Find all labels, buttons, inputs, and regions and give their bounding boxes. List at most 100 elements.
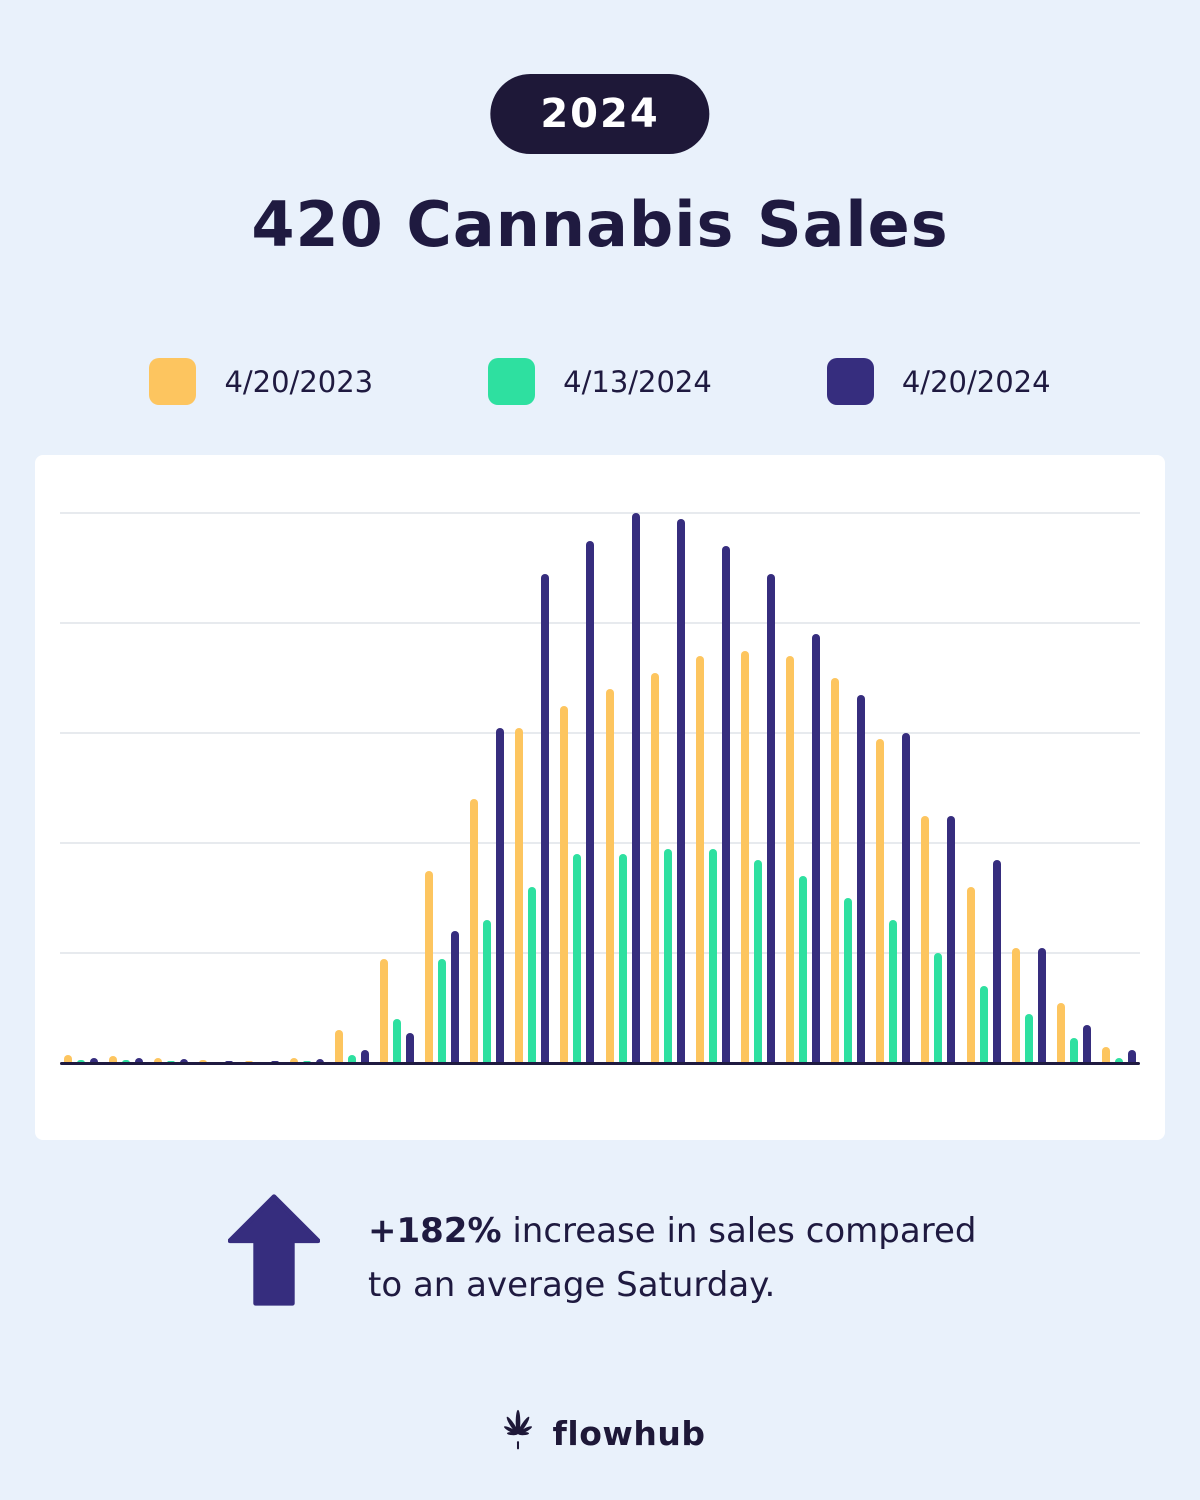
bar-group <box>1101 1046 1136 1063</box>
bar-4/13/2024 <box>392 1019 401 1063</box>
bar-group <box>289 1058 324 1063</box>
callout-rest: increase in sales compared to an average… <box>368 1211 977 1306</box>
brand-footer: flowhub <box>0 1408 1200 1458</box>
cannabis-leaf-icon <box>495 1408 541 1458</box>
chart-bars <box>60 513 1140 1063</box>
bar-group <box>1056 1002 1091 1063</box>
bar-group <box>876 733 911 1063</box>
bar-4/13/2024 <box>347 1054 356 1063</box>
bar-group <box>470 727 505 1063</box>
bar-4/20/2023 <box>289 1058 298 1063</box>
bar-4/20/2024 <box>225 1060 234 1063</box>
chart-plot <box>60 512 1140 1065</box>
bar-4/20/2024 <box>1037 947 1046 1063</box>
bar-4/13/2024 <box>1069 1038 1078 1063</box>
gridline <box>60 842 1140 844</box>
bar-4/20/2023 <box>921 815 930 1063</box>
bar-4/20/2023 <box>786 656 794 1063</box>
bar-group <box>560 540 595 1063</box>
bar-4/13/2024 <box>438 958 446 1063</box>
year-badge: 2024 <box>490 74 710 154</box>
bar-4/20/2024 <box>90 1057 98 1063</box>
bar-4/20/2024 <box>315 1059 324 1063</box>
brand-name: flowhub <box>552 1413 706 1453</box>
bar-4/20/2023 <box>650 672 659 1063</box>
bar-4/20/2024 <box>135 1058 144 1063</box>
bar-4/20/2023 <box>379 958 388 1063</box>
page-title: 420 Cannabis Sales <box>251 188 949 261</box>
chart-legend: 4/20/2023 4/13/2024 4/20/2024 <box>0 358 1200 405</box>
bar-4/20/2023 <box>966 887 975 1063</box>
bar-4/20/2024 <box>812 634 820 1063</box>
bar-group <box>695 546 730 1063</box>
bar-4/20/2023 <box>515 727 524 1063</box>
bar-4/13/2024 <box>77 1060 85 1063</box>
bar-4/20/2023 <box>154 1058 163 1063</box>
bar-4/13/2024 <box>573 854 582 1063</box>
chart-card <box>35 455 1165 1140</box>
bar-group <box>605 513 640 1063</box>
bar-4/20/2023 <box>425 870 433 1063</box>
legend-label: 4/20/2023 <box>224 364 374 399</box>
bar-4/20/2024 <box>766 573 775 1063</box>
bar-4/20/2023 <box>605 689 614 1063</box>
bar-4/20/2023 <box>1056 1002 1065 1063</box>
callout-stat: +182% <box>368 1211 502 1251</box>
bar-group <box>1011 947 1046 1063</box>
bar-4/20/2023 <box>560 705 569 1063</box>
bar-4/13/2024 <box>844 898 853 1063</box>
bar-4/13/2024 <box>302 1060 311 1063</box>
gridline <box>60 512 1140 514</box>
bar-4/20/2023 <box>199 1060 208 1063</box>
legend-swatch <box>826 358 874 405</box>
bar-4/13/2024 <box>753 859 762 1063</box>
bar-4/20/2024 <box>180 1059 189 1063</box>
bar-4/20/2024 <box>721 546 730 1063</box>
bar-4/20/2024 <box>586 540 595 1063</box>
bar-4/20/2024 <box>496 727 505 1063</box>
bar-4/13/2024 <box>483 920 492 1063</box>
stat-callout: +182% increase in sales compared to an a… <box>227 1192 1018 1313</box>
bar-4/13/2024 <box>1024 1013 1033 1063</box>
bar-group <box>109 1055 144 1063</box>
bar-4/13/2024 <box>122 1060 131 1063</box>
bar-4/20/2024 <box>541 573 550 1063</box>
bar-4/20/2023 <box>109 1055 118 1063</box>
bar-4/13/2024 <box>618 854 627 1063</box>
legend-swatch <box>149 358 197 405</box>
bar-4/20/2023 <box>876 738 885 1063</box>
legend-label: 4/20/2024 <box>901 364 1051 399</box>
legend-item: 4/13/2024 <box>488 358 712 405</box>
bar-4/20/2023 <box>1101 1046 1110 1063</box>
bar-4/13/2024 <box>934 953 943 1063</box>
bar-group <box>650 518 685 1063</box>
legend-swatch <box>488 358 536 405</box>
bar-group <box>154 1058 189 1063</box>
bar-4/13/2024 <box>799 876 807 1063</box>
bar-4/20/2024 <box>631 513 640 1063</box>
bar-group <box>64 1054 98 1063</box>
gridline <box>60 952 1140 954</box>
bar-group <box>831 678 866 1063</box>
bar-4/20/2024 <box>902 733 911 1063</box>
chart-baseline <box>60 1062 1140 1065</box>
up-arrow-icon <box>227 1192 321 1312</box>
bar-4/20/2024 <box>947 815 956 1063</box>
bar-4/20/2024 <box>992 859 1001 1063</box>
bar-4/20/2024 <box>676 518 685 1063</box>
bar-4/20/2024 <box>1127 1049 1136 1063</box>
gridline <box>60 732 1140 734</box>
bar-group <box>515 573 550 1063</box>
bar-4/13/2024 <box>528 887 537 1063</box>
bar-4/20/2024 <box>360 1049 369 1063</box>
gridline <box>60 622 1140 624</box>
bar-group <box>379 958 414 1063</box>
legend-item: 4/20/2024 <box>826 358 1051 405</box>
bar-4/13/2024 <box>167 1060 176 1063</box>
bar-4/20/2023 <box>470 799 479 1063</box>
bar-4/20/2024 <box>451 931 459 1063</box>
bar-4/13/2024 <box>1114 1057 1123 1063</box>
bar-4/20/2023 <box>244 1060 253 1063</box>
bar-4/13/2024 <box>889 920 898 1063</box>
legend-item: 4/20/2023 <box>149 358 373 405</box>
